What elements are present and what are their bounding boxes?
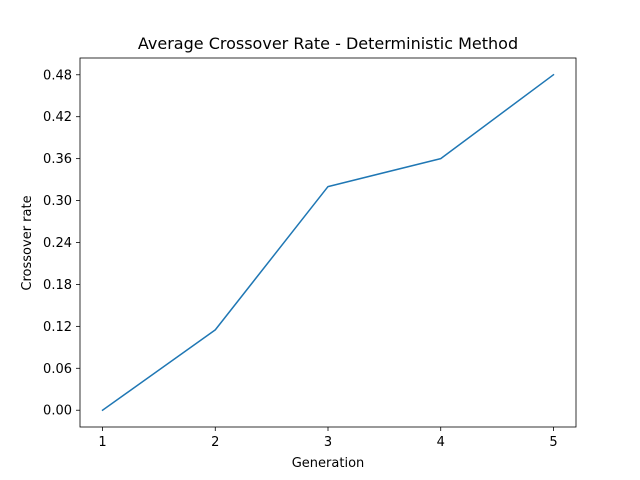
x-tick-label: 2 — [211, 435, 219, 450]
y-tick-label: 0.06 — [43, 362, 72, 377]
plot-frame — [79, 57, 577, 428]
x-tick-label: 5 — [549, 435, 557, 450]
series-line-0 — [101, 73, 555, 412]
x-tick-label: 4 — [437, 435, 445, 450]
y-tick-label: 0.12 — [43, 320, 72, 335]
x-tick-label: 1 — [98, 435, 106, 450]
y-axis-label: Crossover rate — [20, 195, 35, 290]
x-tick-label: 3 — [324, 435, 332, 450]
y-tick-label: 0.00 — [43, 404, 72, 419]
y-tick-label: 0.24 — [43, 236, 72, 251]
chart-title: Average Crossover Rate - Deterministic M… — [138, 34, 518, 53]
y-tick-label: 0.36 — [43, 152, 72, 167]
x-axis-label: Generation — [292, 456, 365, 471]
y-tick-label: 0.42 — [43, 110, 72, 125]
y-tick-label: 0.30 — [43, 194, 72, 209]
y-tick-label: 0.18 — [43, 278, 72, 293]
y-tick-label: 0.48 — [43, 68, 72, 83]
